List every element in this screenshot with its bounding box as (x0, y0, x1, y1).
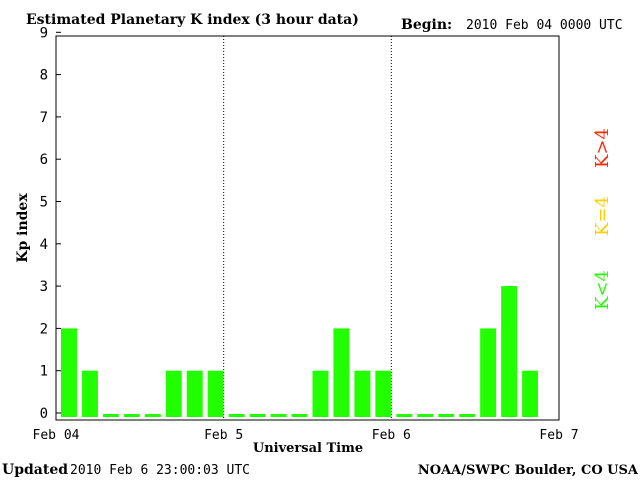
legend-k-gt-4: K>4 (592, 128, 613, 168)
legend-k-lt-4: K<4 (592, 270, 613, 310)
legend-k-eq-4: K=4 (592, 196, 613, 236)
updated-label: Updated (2, 462, 68, 478)
y-tick-label: 1 (40, 364, 48, 380)
chart-title: Estimated Planetary K index (3 hour data… (26, 12, 359, 28)
bar (459, 414, 476, 417)
bar (375, 370, 392, 417)
bar (186, 370, 203, 417)
x-axis-label: Universal Time (253, 441, 363, 456)
bar (102, 414, 119, 417)
bar (438, 414, 455, 417)
bar (291, 414, 308, 417)
y-tick-label: 7 (40, 110, 48, 126)
bar (207, 370, 224, 417)
bar (144, 414, 161, 417)
bar (480, 328, 497, 417)
bar (81, 370, 98, 417)
bar (270, 414, 287, 417)
x-tick-label: Feb 5 (204, 428, 243, 443)
bar (61, 328, 77, 417)
bar (123, 414, 140, 417)
bar (501, 286, 518, 417)
bar (354, 370, 371, 417)
bar (165, 370, 182, 417)
source-credit: NOAA/SWPC Boulder, CO USA (418, 463, 639, 478)
y-tick-label: 9 (40, 25, 48, 41)
x-tick-label: Feb 6 (372, 428, 411, 443)
y-tick-label: 3 (40, 279, 48, 295)
x-tick-label: Feb 04 (33, 428, 80, 443)
bar (396, 414, 413, 417)
y-tick-label: 5 (40, 195, 48, 211)
bar (228, 414, 245, 417)
bar (522, 370, 539, 417)
bar (417, 414, 434, 417)
y-tick-label: 8 (40, 68, 48, 84)
y-tick-label: 0 (40, 406, 48, 422)
plot-frame (55, 35, 560, 421)
y-axis: 0 1 2 3 4 5 6 7 8 9 (40, 25, 61, 422)
y-tick-label: 6 (40, 152, 48, 168)
begin-value: 2010 Feb 04 0000 UTC (466, 18, 623, 33)
day-separators (223, 36, 392, 420)
y-tick-label: 4 (40, 237, 48, 253)
bar (333, 328, 350, 417)
y-tick-label: 2 (40, 321, 48, 337)
bar (312, 370, 329, 417)
legend: K>4 K=4 K<4 (592, 128, 613, 310)
bars (61, 286, 539, 417)
y-axis-label: Kp index (15, 193, 31, 263)
begin-label: Begin: (401, 17, 452, 33)
updated-value: 2010 Feb 6 23:00:03 UTC (70, 463, 250, 478)
x-axis: Feb 04 Feb 5 Feb 6 Feb 7 (33, 428, 579, 443)
x-tick-label: Feb 7 (539, 428, 578, 443)
bar (249, 414, 266, 417)
